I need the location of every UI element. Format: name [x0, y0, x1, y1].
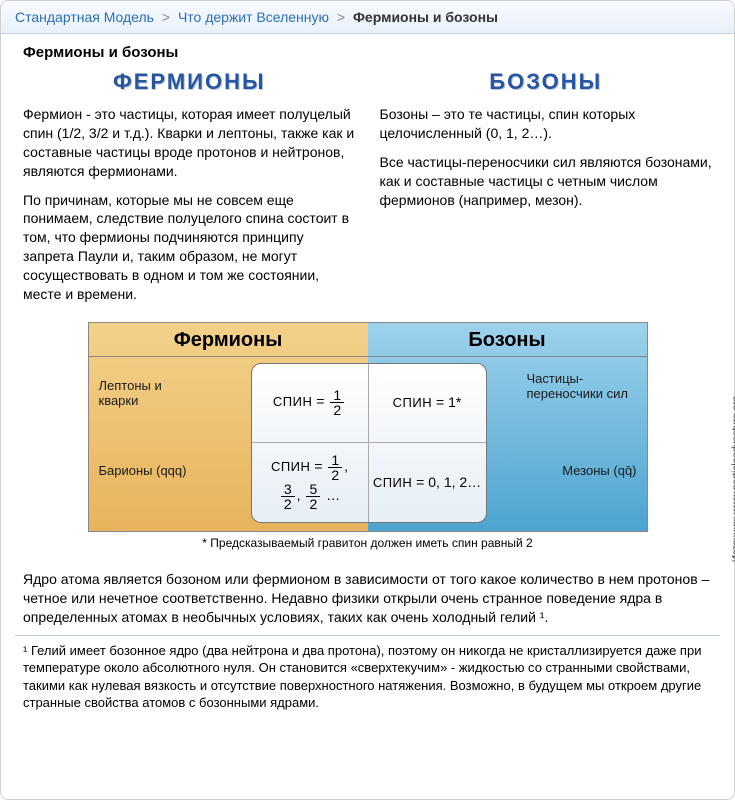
- label-baryons: Барионы (qqq): [99, 463, 187, 478]
- bc-sep1: >: [158, 9, 174, 25]
- col-bosons: БОЗОНЫ Бозоны – это те частицы, спин кот…: [380, 69, 713, 314]
- boson-p2: Все частицы-переносчики сил являются боз…: [380, 153, 713, 210]
- fermion-p1: Фермион - это частицы, которая имеет пол…: [23, 105, 356, 181]
- heading-bosons: БОЗОНЫ: [380, 69, 713, 95]
- cell-bl: СПИН = 12, 32, 52 …: [252, 443, 369, 522]
- heading-fermions: ФЕРМИОНЫ: [23, 69, 356, 95]
- col-fermions: ФЕРМИОНЫ Фермион - это частицы, которая …: [23, 69, 356, 314]
- content: Фермионы и бозоны ФЕРМИОНЫ Фермион - это…: [1, 34, 734, 560]
- separator: [15, 635, 720, 636]
- source-credit: Источник: www.particleadventure.org Пере…: [730, 396, 735, 562]
- label-leptons-quarks: Лептоны и кварки: [99, 378, 179, 408]
- diagram-footnote: * Предсказываемый гравитон должен иметь …: [88, 536, 648, 550]
- breadcrumb: Стандартная Модель > Что держит Вселенну…: [1, 1, 734, 34]
- cell-tr: СПИН = 1*: [369, 364, 486, 443]
- label-mesons: Мезоны (qq̄): [562, 463, 636, 478]
- fermion-p2: По причинам, которые мы не совсем еще по…: [23, 191, 356, 304]
- page-title: Фермионы и бозоны: [23, 44, 712, 61]
- boson-p1: Бозоны – это те частицы, спин которых це…: [380, 105, 713, 143]
- diagram-left-head: Фермионы: [89, 323, 368, 357]
- bc-b[interactable]: Что держит Вселенную: [178, 9, 329, 25]
- diagram-wrap: Фермионы Лептоны и кварки Барионы (qqq) …: [88, 322, 648, 550]
- spin-diagram: Фермионы Лептоны и кварки Барионы (qqq) …: [88, 322, 648, 532]
- two-column: ФЕРМИОНЫ Фермион - это частицы, которая …: [23, 69, 712, 314]
- body-paragraph: Ядро атома является бозоном или фермионо…: [23, 570, 712, 627]
- bc-a[interactable]: Стандартная Модель: [15, 9, 154, 25]
- label-force-carriers: Частицы-переносчики сил: [527, 371, 637, 401]
- source-line1: Источник: www.particleadventure.org: [730, 396, 735, 562]
- diagram-right-head: Бозоны: [368, 323, 647, 357]
- bc-sep2: >: [333, 9, 349, 25]
- cell-br: СПИН = 0, 1, 2…: [369, 443, 486, 522]
- bc-c: Фермионы и бозоны: [353, 9, 498, 25]
- center-box: СПИН = 12 СПИН = 1* СПИН = 12, 32, 52 … …: [251, 363, 487, 523]
- helium-footnote: ¹ Гелий имеет бозонное ядро (два нейтрон…: [23, 642, 712, 712]
- cell-tl: СПИН = 12: [252, 364, 369, 443]
